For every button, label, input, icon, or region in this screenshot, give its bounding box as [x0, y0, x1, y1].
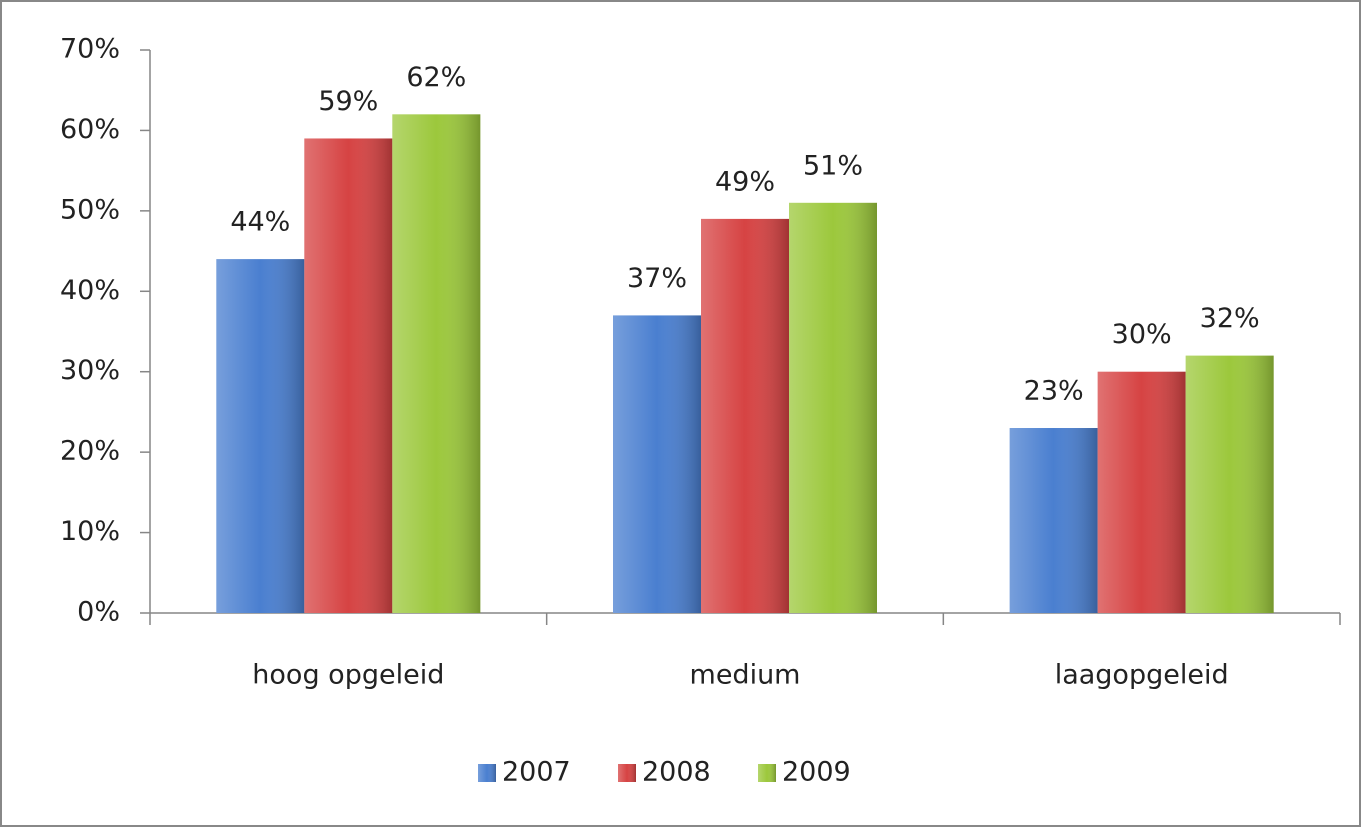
y-tick-label: 50%	[60, 194, 120, 225]
y-tick-label: 30%	[60, 355, 120, 386]
x-tick-label: laagopgeleid	[1055, 660, 1229, 691]
legend-label: 2009	[782, 757, 851, 788]
legend-label: 2008	[642, 757, 711, 788]
data-label: 62%	[406, 62, 466, 93]
bar-shade	[701, 218, 789, 613]
legend-label: 2007	[502, 757, 571, 788]
data-label: 32%	[1200, 303, 1260, 334]
data-label: 44%	[230, 207, 290, 238]
bar-shade	[1097, 371, 1186, 613]
legend-swatch-shade	[758, 764, 776, 782]
y-tick-label: 60%	[60, 114, 120, 145]
y-tick-label: 20%	[60, 436, 120, 467]
data-label: 23%	[1024, 376, 1084, 407]
bar-shade	[304, 138, 393, 613]
bar-shade	[789, 202, 877, 614]
legend-swatch-shade	[478, 764, 496, 782]
x-tick-label: hoog opgeleid	[252, 660, 444, 691]
data-label: 37%	[627, 263, 687, 294]
y-tick-label: 40%	[60, 275, 120, 306]
bar-shade	[216, 259, 305, 613]
y-tick-label: 0%	[77, 597, 120, 628]
data-label: 51%	[803, 150, 863, 181]
data-label: 30%	[1112, 319, 1172, 350]
bar-shade	[1009, 428, 1098, 613]
y-tick-label: 10%	[60, 516, 120, 547]
y-tick-label: 70%	[60, 34, 120, 65]
bar-shade	[613, 315, 701, 613]
x-tick-label: medium	[690, 660, 801, 691]
bar-shade	[392, 114, 481, 613]
bar-shade	[1185, 355, 1274, 613]
legend-swatch-shade	[618, 764, 636, 782]
data-label: 49%	[715, 166, 775, 197]
data-label: 59%	[318, 86, 378, 117]
